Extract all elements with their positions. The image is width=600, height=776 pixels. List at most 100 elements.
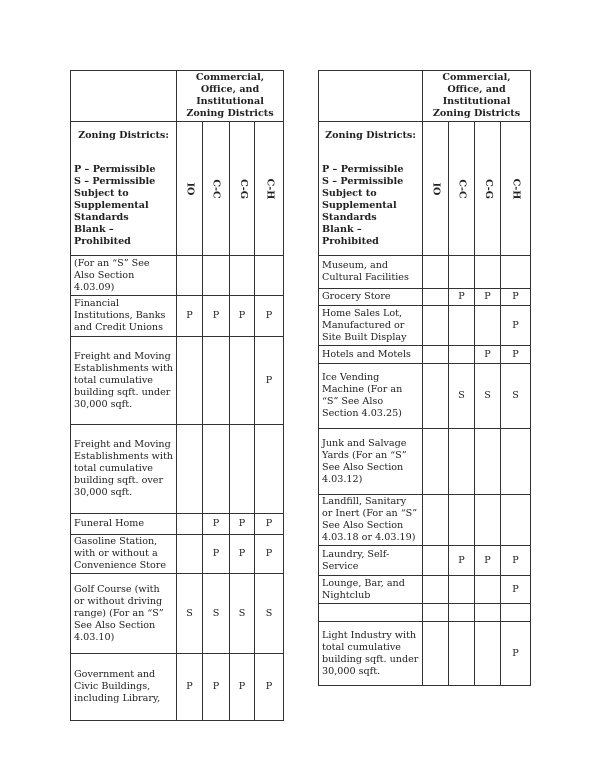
use-label: Hotels and Motels (318, 345, 423, 364)
permission-cell (448, 575, 475, 604)
table-row: Financial Institutions, Banks and Credit… (70, 295, 285, 337)
table-row: Junk and Salvage Yards (For an “S” See A… (318, 428, 532, 495)
permission-cell (202, 424, 230, 514)
permission-cell (422, 575, 449, 604)
permission-cell (176, 336, 203, 425)
column-header-c-h: C-H (499, 121, 532, 256)
table-row: Home Sales Lot, Manufactured or Site Bui… (318, 305, 532, 346)
use-label: Freight and Moving Establishments with t… (70, 336, 177, 425)
permission-cell (499, 603, 532, 622)
permission-cell: S (474, 363, 501, 429)
permission-cell (176, 534, 203, 574)
legend-line: S – Permissible Subject to Supplemental … (322, 175, 404, 223)
permission-cell (422, 345, 449, 364)
table-row: Golf Course (with or without driving ran… (70, 573, 285, 654)
permission-cell: P (176, 653, 203, 721)
permission-cell (422, 621, 449, 686)
column-header-io: IO (176, 121, 203, 256)
use-label: Golf Course (with or without driving ran… (70, 573, 177, 654)
permission-cell (422, 305, 449, 346)
permission-cell (422, 428, 449, 495)
legend-line: P – Permissible (322, 163, 404, 175)
permission-cell: P (499, 621, 532, 686)
table-row: Freight and Moving Establishments with t… (70, 424, 285, 514)
column-header-c-g: C-G (474, 121, 501, 256)
permission-cell: S (499, 363, 532, 429)
permission-cell (229, 336, 255, 425)
table-row: Funeral Home P P P (70, 513, 285, 535)
use-label (318, 603, 423, 622)
permission-cell: P (202, 513, 230, 535)
permission-cell (229, 424, 255, 514)
use-label: Government and Civic Buildings, includin… (70, 653, 177, 721)
permission-cell (422, 603, 449, 622)
legend-title: Zoning Districts: (78, 129, 169, 141)
permission-cell: P (202, 653, 230, 721)
permission-cell: S (229, 573, 255, 654)
permission-cell (422, 255, 449, 289)
legend-line: Blank – Prohibited (74, 223, 131, 247)
column-header-c-c: C-C (202, 121, 230, 256)
header-blank (318, 70, 423, 122)
permission-cell: S (253, 573, 285, 654)
permission-cell: P (499, 575, 532, 604)
group-header: Commercial, Office, and Institutional Zo… (175, 70, 285, 122)
legend: Zoning Districts: P – Permissible S – Perm… (318, 121, 423, 256)
permission-cell: P (499, 288, 532, 306)
column-header-c-c: C-C (448, 121, 475, 256)
table-row: Light Industry with total cumulative bui… (318, 621, 532, 686)
header-blank (70, 70, 177, 122)
permission-cell: P (202, 534, 230, 574)
permission-cell: S (448, 363, 475, 429)
table-row: Lounge, Bar, and Nightclub P (318, 575, 532, 604)
permission-cell: P (474, 545, 501, 576)
use-label: Home Sales Lot, Manufactured or Site Bui… (318, 305, 423, 346)
zoning-table-left: Commercial, Office, and Institutional Zo… (70, 70, 285, 721)
table-row: Freight and Moving Establishments with t… (70, 336, 285, 425)
table-row: Gasoline Station, with or without a Conv… (70, 534, 285, 574)
permission-cell: P (202, 295, 230, 337)
use-label: Gasoline Station, with or without a Conv… (70, 534, 177, 574)
use-label: Funeral Home (70, 513, 177, 535)
permission-cell (229, 255, 255, 296)
permission-cell (422, 288, 449, 306)
permission-cell: P (253, 653, 285, 721)
permission-cell: P (229, 513, 255, 535)
permission-cell (499, 255, 532, 289)
permission-cell (474, 305, 501, 346)
use-label: Light Industry with total cumulative bui… (318, 621, 423, 686)
column-header-c-g: C-G (229, 121, 255, 256)
group-header: Commercial, Office, and Institutional Zo… (421, 70, 532, 122)
permission-cell: P (253, 534, 285, 574)
column-header-c-h: C-H (253, 121, 285, 256)
table-row: Museum, and Cultural Facilities (318, 255, 532, 289)
table-row: Government and Civic Buildings, includin… (70, 653, 285, 721)
use-label: Museum, and Cultural Facilities (318, 255, 423, 289)
permission-cell: P (474, 288, 501, 306)
permission-cell: P (448, 545, 475, 576)
permission-cell (448, 603, 475, 622)
permission-cell (448, 255, 475, 289)
permission-cell (474, 255, 501, 289)
permission-cell (474, 494, 501, 546)
permission-cell (474, 575, 501, 604)
use-label: Grocery Store (318, 288, 423, 306)
table-row (318, 603, 532, 622)
permission-cell (448, 305, 475, 346)
permission-cell: P (499, 345, 532, 364)
permission-cell: P (176, 295, 203, 337)
permission-cell (448, 345, 475, 364)
table-row: Laundry, Self-Service P P P (318, 545, 532, 576)
permission-cell: P (253, 295, 285, 337)
permission-cell (202, 255, 230, 296)
permission-cell (499, 494, 532, 546)
use-label: Financial Institutions, Banks and Credit… (70, 295, 177, 337)
legend-line: S – Permissible Subject to Supplemental … (74, 175, 156, 223)
permission-cell (448, 621, 475, 686)
permission-cell: P (229, 295, 255, 337)
permission-cell (422, 363, 449, 429)
use-label: (For an “S” See Also Section 4.03.09) (70, 255, 177, 296)
permission-cell: S (176, 573, 203, 654)
use-label: Lounge, Bar, and Nightclub (318, 575, 423, 604)
use-label: Ice Vending Machine (For an “S” See Also… (318, 363, 423, 429)
